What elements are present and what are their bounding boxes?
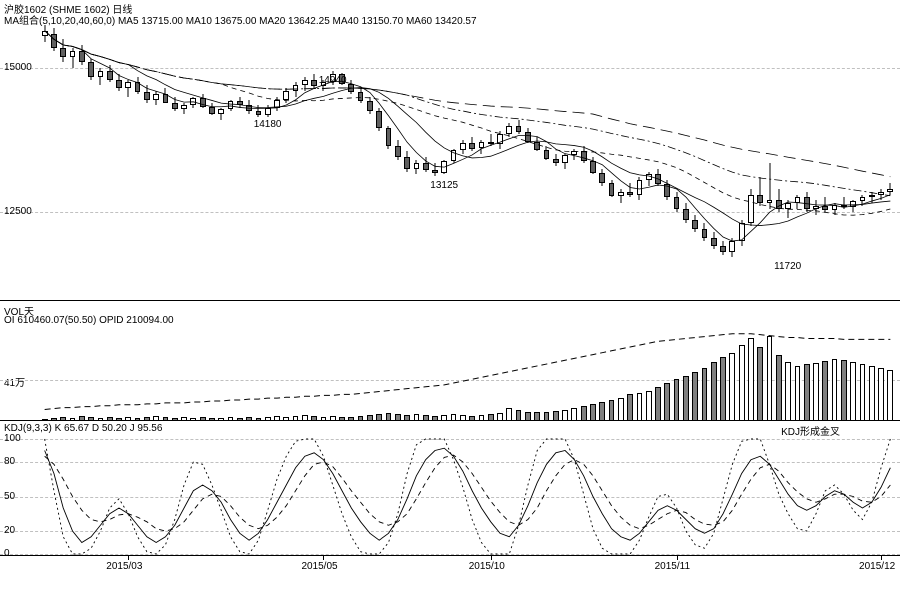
x-tick-label: 2015/03 (106, 561, 142, 572)
kdj-j-line (45, 439, 891, 554)
x-tick-label: 2015/12 (859, 561, 895, 572)
ma60-line (45, 31, 891, 177)
x-tick-label: 2015/10 (469, 561, 505, 572)
x-tick-label: 2015/05 (301, 561, 337, 572)
price-callout: 13125 (430, 180, 458, 191)
price-callout: 11720 (774, 261, 801, 272)
x-tick-label: 2015/11 (655, 561, 690, 572)
price-callout: 14940 (319, 75, 347, 86)
x-axis: 2015/03 2015/05 2015/10 2015/11 2015/12 (0, 555, 900, 596)
kdj-panel: KDJ(9,3,3) K 65.67 D 50.20 J 95.56 KDJ形成… (0, 420, 900, 556)
kdj-d-line (45, 455, 891, 531)
ma20-line (45, 31, 891, 216)
ma40-line (45, 31, 891, 196)
ma10-line (45, 31, 891, 226)
volume-panel: VOL天 OI 610460.07(50.50) OPID 210094.00 … (0, 300, 900, 421)
price-callout: 14180 (254, 119, 282, 130)
ma5-line (45, 31, 891, 241)
oi-line (45, 334, 891, 410)
price-chart-panel: 沪胶1602 (SHME 1602) 日线 MA组合(5,10,20,40,60… (0, 0, 900, 300)
